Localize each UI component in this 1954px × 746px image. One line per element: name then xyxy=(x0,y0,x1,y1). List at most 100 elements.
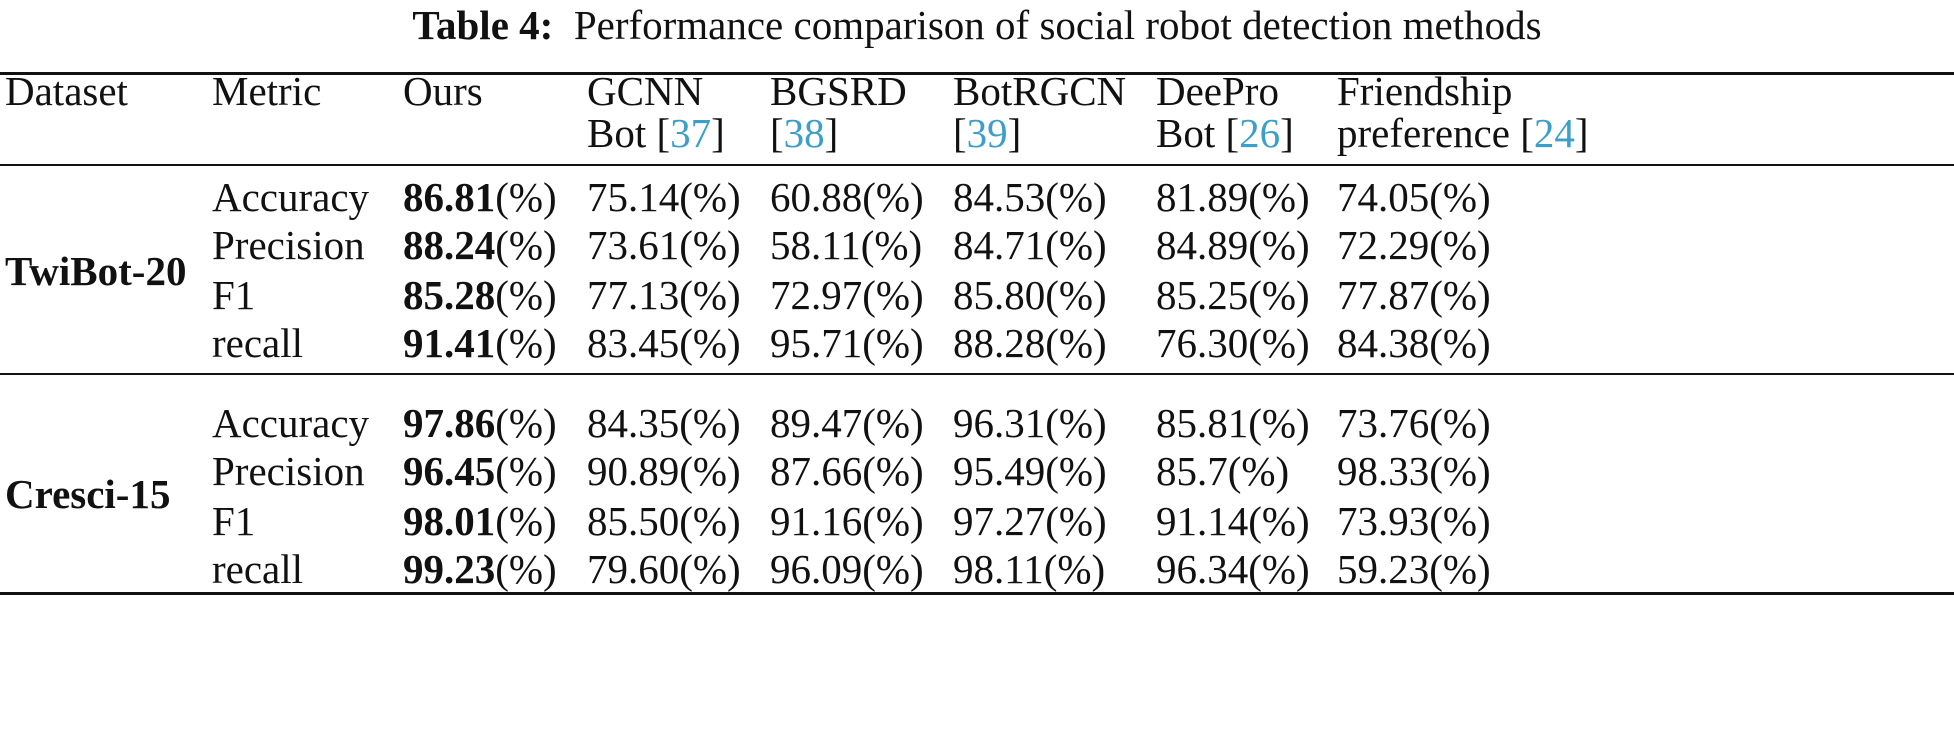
score-value: 77.87 xyxy=(1337,272,1430,318)
percent-suffix: (%) xyxy=(1429,222,1491,268)
column-header: BGSRD xyxy=(770,68,907,114)
score-cell: 95.49(%) xyxy=(953,444,1107,498)
percent-suffix: (%) xyxy=(1045,222,1107,268)
score-cell: 74.05(%) xyxy=(1337,170,1491,224)
score-value: 89.47 xyxy=(770,400,863,446)
score-cell: 91.16(%) xyxy=(770,494,924,548)
percent-suffix: (%) xyxy=(1248,320,1310,366)
score-cell: 98.33(%) xyxy=(1337,444,1491,498)
score-value: 85.28 xyxy=(403,272,496,318)
percent-suffix: (%) xyxy=(860,222,923,268)
caption-text: Performance comparison of social robot d… xyxy=(573,2,1542,48)
header-line2-text: Bot xyxy=(587,110,647,156)
score-value: 88.28 xyxy=(953,320,1046,366)
score-cell: 75.14(%) xyxy=(587,170,741,224)
score-value: 98.01 xyxy=(403,498,496,544)
score-value: 91.41 xyxy=(403,320,496,366)
score-cell-best: 85.28(%) xyxy=(403,268,557,322)
percent-suffix: (%) xyxy=(495,222,557,268)
metric-label: F1 xyxy=(212,272,256,318)
table-caption: Table 4: Performance comparison of socia… xyxy=(0,0,1954,50)
citation-link[interactable]: 26 xyxy=(1239,110,1281,156)
score-value: 72.29 xyxy=(1337,222,1430,268)
score-cell: 85.81(%) xyxy=(1156,396,1310,450)
score-cell: 88.28(%) xyxy=(953,316,1107,370)
dataset-label: Cresci-15 xyxy=(5,471,171,517)
score-cell: 73.93(%) xyxy=(1337,494,1491,548)
column-header: Dataset xyxy=(5,68,128,114)
score-value: 87.66 xyxy=(770,448,863,494)
score-value: 81.89 xyxy=(1156,174,1249,220)
score-value: 98.33 xyxy=(1337,448,1430,494)
percent-suffix: (%) xyxy=(862,174,924,220)
score-cell-best: 96.45(%) xyxy=(403,444,557,498)
column-header-line2: Bot [37] xyxy=(587,110,725,156)
column-header: Friendship xyxy=(1337,68,1513,114)
score-value: 98.11 xyxy=(953,546,1044,592)
score-cell: 81.89(%) xyxy=(1156,170,1310,224)
percent-suffix: (%) xyxy=(495,448,557,494)
score-cell: 85.80(%) xyxy=(953,268,1107,322)
score-cell-best: 86.81(%) xyxy=(403,170,557,224)
percent-suffix: (%) xyxy=(1248,174,1310,220)
percent-suffix: (%) xyxy=(679,320,741,366)
dataset-label: TwiBot-20 xyxy=(5,248,187,294)
metric-label: Precision xyxy=(212,448,365,494)
citation-link[interactable]: 37 xyxy=(670,110,712,156)
percent-suffix: (%) xyxy=(495,498,557,544)
metric-label: F1 xyxy=(212,498,256,544)
score-value: 86.81 xyxy=(403,174,496,220)
metric-label: Accuracy xyxy=(212,174,370,220)
score-value: 79.60 xyxy=(587,546,680,592)
score-value: 85.25 xyxy=(1156,272,1249,318)
percent-suffix: (%) xyxy=(1045,498,1107,544)
score-cell: 84.38(%) xyxy=(1337,316,1491,370)
score-value: 97.86 xyxy=(403,400,496,446)
score-value: 90.89 xyxy=(587,448,680,494)
score-value: 99.23 xyxy=(403,546,496,592)
group-divider-rule xyxy=(0,373,1954,375)
percent-suffix: (%) xyxy=(862,272,924,318)
score-value: 73.61 xyxy=(587,222,680,268)
score-value: 96.31 xyxy=(953,400,1046,446)
percent-suffix: (%) xyxy=(1248,498,1310,544)
score-cell: 85.7(%) xyxy=(1156,444,1289,498)
column-header: DeePro xyxy=(1156,68,1279,114)
percent-suffix: (%) xyxy=(1429,272,1491,318)
column-header-line2: [38] xyxy=(770,110,839,156)
percent-suffix: (%) xyxy=(1045,320,1107,366)
score-cell-best: 98.01(%) xyxy=(403,494,557,548)
column-header-line2: [39] xyxy=(953,110,1022,156)
score-cell-best: 91.41(%) xyxy=(403,316,557,370)
score-value: 76.30 xyxy=(1156,320,1249,366)
score-cell: 73.76(%) xyxy=(1337,396,1491,450)
score-value: 96.34 xyxy=(1156,546,1249,592)
score-cell: 91.14(%) xyxy=(1156,494,1310,548)
column-header: Ours xyxy=(403,68,483,114)
column-header: BotRGCN xyxy=(953,68,1127,114)
percent-suffix: (%) xyxy=(679,174,741,220)
percent-suffix: (%) xyxy=(1045,448,1107,494)
citation-link[interactable]: 24 xyxy=(1533,110,1575,156)
percent-suffix: (%) xyxy=(1429,400,1491,446)
percent-suffix: (%) xyxy=(679,546,741,592)
citation-link[interactable]: 38 xyxy=(783,110,825,156)
score-cell: 60.88(%) xyxy=(770,170,924,224)
percent-suffix: (%) xyxy=(862,448,924,494)
score-value: 85.7 xyxy=(1156,448,1228,494)
percent-suffix: (%) xyxy=(1045,272,1107,318)
column-header-line2: preference [24] xyxy=(1337,110,1589,156)
score-cell: 95.71(%) xyxy=(770,316,924,370)
score-cell: 79.60(%) xyxy=(587,542,741,596)
score-value: 84.89 xyxy=(1156,222,1249,268)
score-cell: 96.34(%) xyxy=(1156,542,1310,596)
citation-link[interactable]: 39 xyxy=(966,110,1008,156)
metric-label: Accuracy xyxy=(212,400,370,446)
score-cell: 85.25(%) xyxy=(1156,268,1310,322)
score-cell: 84.53(%) xyxy=(953,170,1107,224)
score-cell: 97.27(%) xyxy=(953,494,1107,548)
score-cell: 73.61(%) xyxy=(587,218,741,272)
score-cell: 90.89(%) xyxy=(587,444,741,498)
score-value: 91.14 xyxy=(1156,498,1249,544)
